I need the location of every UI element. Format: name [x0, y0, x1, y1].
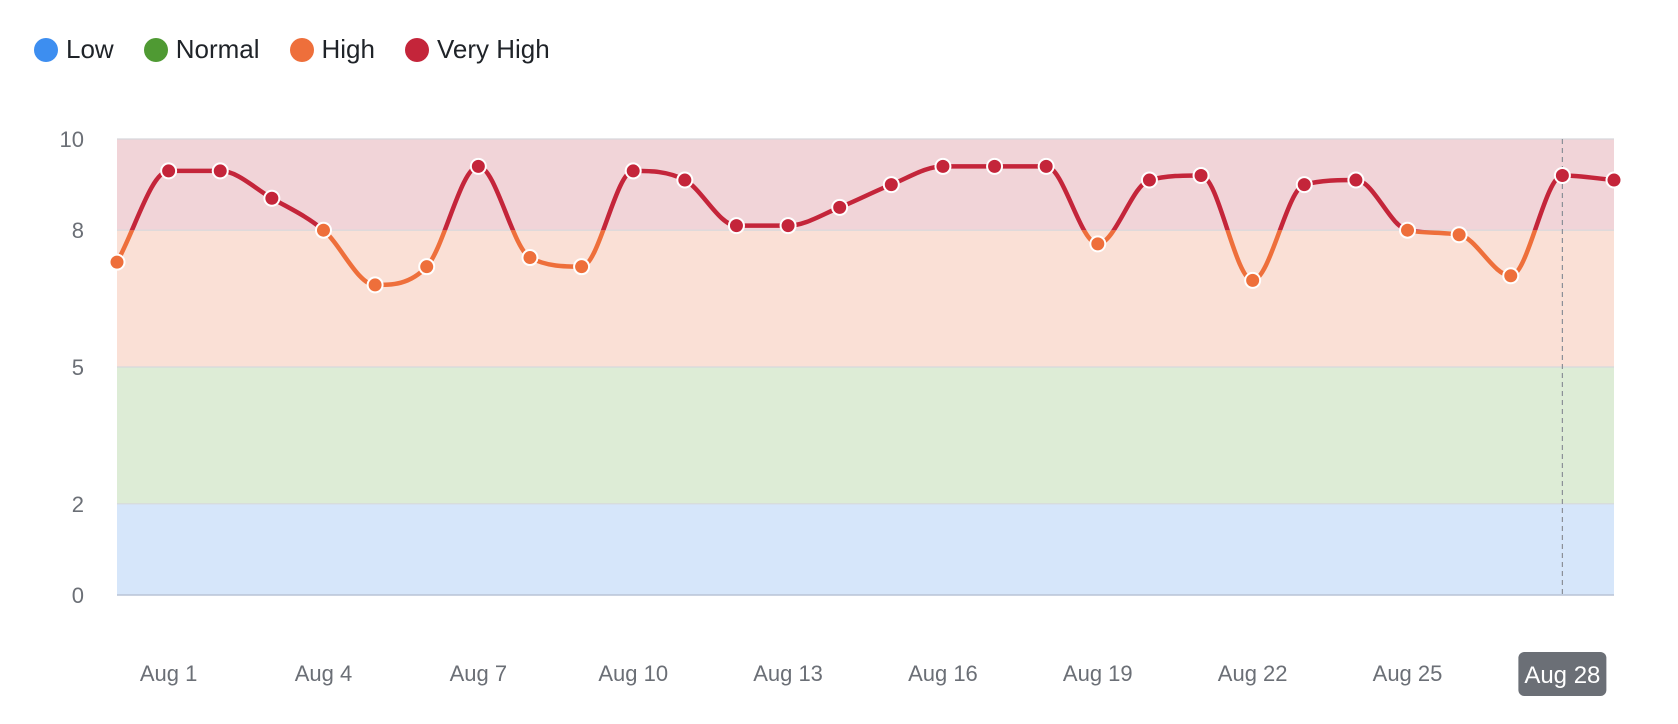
x-tick-label: Aug 28 — [1524, 662, 1600, 689]
data-point[interactable] — [831, 198, 849, 216]
data-point[interactable] — [211, 162, 229, 180]
x-tick-label: Aug 16 — [908, 661, 978, 686]
x-tick-label: Aug 13 — [753, 661, 823, 686]
x-tick-label: Aug 25 — [1373, 661, 1443, 686]
data-point[interactable] — [1605, 171, 1623, 189]
legend-item-very-high[interactable]: Very High — [404, 34, 550, 65]
y-tick-label: 5 — [72, 355, 84, 380]
legend-swatch-normal — [143, 37, 168, 62]
y-tick-label: 8 — [72, 218, 84, 243]
data-point[interactable] — [779, 217, 797, 235]
x-tick-label: Aug 19 — [1063, 661, 1133, 686]
data-point[interactable] — [314, 221, 332, 239]
data-point[interactable] — [1140, 171, 1158, 189]
legend-item-normal[interactable]: Normal — [143, 34, 260, 65]
data-point[interactable] — [882, 176, 900, 194]
data-point[interactable] — [1192, 166, 1210, 184]
y-tick-label: 2 — [72, 492, 84, 517]
data-point[interactable] — [521, 249, 539, 267]
legend: Low Normal High Very High — [34, 34, 550, 65]
x-tick-highlight: Aug 28 — [1518, 652, 1607, 696]
data-point[interactable] — [1089, 235, 1107, 253]
data-point[interactable] — [263, 189, 281, 207]
legend-swatch-high — [289, 37, 314, 62]
data-point[interactable] — [1037, 157, 1055, 175]
data-point[interactable] — [1399, 221, 1417, 239]
data-point[interactable] — [108, 253, 126, 271]
x-tick-label: Aug 4 — [295, 661, 353, 686]
data-point[interactable] — [1244, 271, 1262, 289]
data-point[interactable] — [1502, 267, 1520, 285]
data-point[interactable] — [1553, 166, 1571, 184]
legend-swatch-low — [34, 37, 58, 62]
x-tick-label: Aug 10 — [598, 661, 668, 686]
data-point[interactable] — [573, 258, 591, 276]
data-point[interactable] — [934, 157, 952, 175]
data-point[interactable] — [160, 162, 178, 180]
x-tick-label: Aug 22 — [1218, 661, 1288, 686]
data-point[interactable] — [1450, 226, 1468, 244]
legend-item-low[interactable]: Low — [34, 34, 114, 65]
legend-label-very-high: Very High — [436, 34, 550, 64]
legend-item-high[interactable]: High — [289, 34, 375, 65]
data-point[interactable] — [727, 217, 745, 235]
data-point[interactable] — [676, 171, 694, 189]
data-point[interactable] — [986, 157, 1004, 175]
data-point[interactable] — [1295, 176, 1313, 194]
band-normal — [117, 367, 1614, 504]
band-high — [117, 230, 1614, 367]
data-point[interactable] — [469, 157, 487, 175]
x-tick-label: Aug 1 — [140, 661, 198, 686]
legend-label-low: Low — [66, 34, 114, 64]
legend-label-normal: Normal — [175, 34, 260, 64]
data-point[interactable] — [1347, 171, 1365, 189]
x-tick-highlight-bg — [1518, 652, 1607, 696]
legend-label-high: High — [321, 34, 375, 64]
band-low — [117, 503, 1614, 595]
x-tick-label: Aug 7 — [450, 661, 508, 686]
y-tick-label: 10 — [60, 127, 84, 152]
y-tick-label: 0 — [72, 583, 84, 608]
data-point[interactable] — [418, 258, 436, 276]
data-point[interactable] — [624, 162, 642, 180]
data-point[interactable] — [366, 276, 384, 294]
legend-swatch-very-high — [404, 37, 429, 62]
